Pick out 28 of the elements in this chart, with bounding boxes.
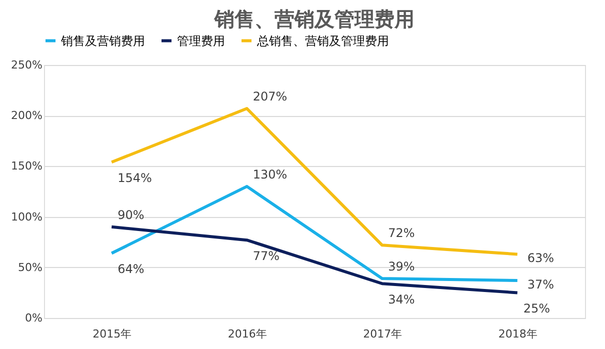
- x-tick-label: 2018年: [498, 328, 538, 340]
- data-label: 64%: [118, 262, 144, 276]
- data-label: 130%: [252, 167, 288, 182]
- data-label: 72%: [388, 226, 415, 240]
- legend-label: 管理费用: [177, 34, 225, 48]
- data-label: 39%: [388, 260, 415, 274]
- x-tick-label: 2017年: [363, 328, 402, 340]
- y-tick-label: 50%: [18, 260, 42, 274]
- x-tick-label: 2016年: [228, 328, 267, 340]
- data-label: 63%: [527, 251, 554, 266]
- y-tick-label: 0%: [25, 312, 42, 324]
- data-label: 207%: [252, 90, 288, 104]
- data-label: 25%: [523, 302, 550, 316]
- y-tick-label: 200%: [11, 109, 42, 122]
- chart-title: 销售、营销及管理费用: [214, 7, 414, 31]
- data-label: 90%: [118, 208, 144, 222]
- data-label: 34%: [388, 292, 415, 307]
- data-label: 77%: [252, 249, 280, 264]
- data-label: 37%: [527, 278, 554, 292]
- line-series: [110, 184, 519, 282]
- data-label: 154%: [118, 171, 152, 186]
- legend-label: 销售及营销费用: [60, 34, 145, 48]
- y-tick-label: 250%: [11, 58, 42, 72]
- x-tick-label: 2015年: [92, 328, 132, 340]
- line-series: [110, 225, 519, 294]
- legend-label: 总销售、营销及管理费用: [256, 34, 389, 48]
- y-tick-label: 100%: [11, 210, 42, 224]
- y-tick-label: 150%: [11, 160, 42, 173]
